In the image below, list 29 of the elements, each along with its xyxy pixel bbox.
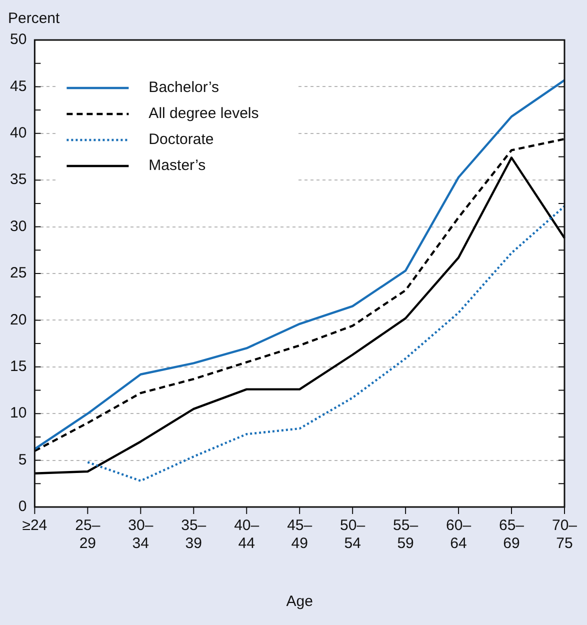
- y-tick-label: 20: [10, 311, 27, 328]
- legend-label: Bachelor’s: [148, 79, 220, 96]
- x-tick-label: 25–29: [75, 517, 101, 552]
- x-tick-label: 55–59: [393, 517, 419, 552]
- x-tick-label: ≥24: [22, 517, 48, 534]
- y-tick-label: 25: [10, 264, 27, 282]
- y-tick-label: 40: [10, 124, 27, 142]
- y-tick-label: 5: [18, 451, 27, 468]
- y-tick-label: 15: [10, 358, 27, 376]
- x-tick-label: 35–39: [181, 517, 207, 552]
- legend-label: All degree levels: [148, 105, 259, 122]
- x-tick-label: 30–34: [128, 517, 154, 552]
- x-tick-label: 50–54: [340, 517, 366, 552]
- x-tick-label: 45–49: [287, 517, 313, 552]
- y-axis-title: Percent: [8, 10, 60, 27]
- y-tick-label: 30: [10, 218, 27, 235]
- line-series: [86, 205, 566, 482]
- x-tick-label: 70–75: [552, 517, 578, 552]
- y-tick-label: 45: [10, 78, 27, 95]
- y-tick-label: 50: [10, 31, 27, 48]
- legend-label: Doctorate: [148, 131, 214, 148]
- y-tick-label: 10: [10, 404, 27, 422]
- y-tick-label: 0: [18, 498, 27, 516]
- y-tick-label: 35: [10, 171, 27, 188]
- x-tick-label: 40–44: [234, 517, 260, 552]
- x-tick-label: 65–69: [498, 517, 525, 552]
- x-tick-label: 60–64: [446, 517, 472, 552]
- x-axis-title: Age: [286, 593, 313, 610]
- legend-label: Master’s: [148, 157, 206, 174]
